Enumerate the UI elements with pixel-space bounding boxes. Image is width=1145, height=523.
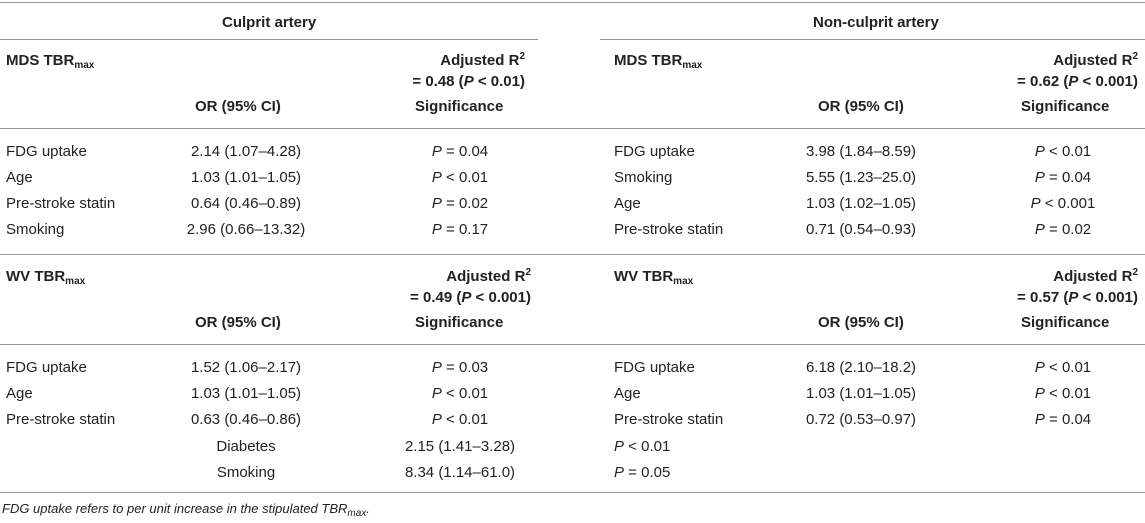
row-significance: P = 0.04 bbox=[431, 143, 489, 160]
mds-culprit-sig-header: Significance bbox=[415, 98, 504, 115]
row-variable: FDG uptake bbox=[6, 359, 87, 376]
rule-mds-header-bottom bbox=[0, 128, 1145, 129]
row-variable: Age bbox=[6, 385, 33, 402]
table-row: Age 1.03 (1.02–1.05) P < 0.001 bbox=[600, 195, 1145, 215]
mds-nonculprit-adjusted-r2: Adjusted R2 bbox=[1053, 51, 1138, 70]
wv-culprit-or-header: OR (95% CI) bbox=[195, 314, 281, 331]
row-or: 1.03 (1.02–1.05) bbox=[805, 195, 917, 212]
wv-nonculprit-or-header: OR (95% CI) bbox=[818, 314, 904, 331]
row-or: 5.55 (1.23–25.0) bbox=[805, 169, 917, 186]
row-variable: FDG uptake bbox=[614, 359, 695, 376]
header-culprit-artery: Culprit artery bbox=[222, 14, 317, 31]
rule-table-bottom bbox=[0, 492, 1145, 493]
table-row: FDG uptake 6.18 (2.10–18.2) P < 0.01 bbox=[600, 359, 1145, 379]
rule-mds-section-bottom bbox=[0, 254, 1145, 255]
row-significance: P = 0.02 bbox=[1034, 221, 1092, 238]
rule-culprit-group bbox=[0, 39, 538, 40]
mds-nonculprit-label: MDS TBRmax bbox=[614, 52, 703, 71]
row-or: 0.64 (0.46–0.89) bbox=[190, 195, 302, 212]
row-significance: P < 0.01 bbox=[431, 169, 489, 186]
table-row: FDG uptake 2.14 (1.07–4.28) P = 0.04 bbox=[0, 143, 540, 163]
row-significance: P < 0.01 bbox=[1034, 385, 1092, 402]
row-variable: Diabetes bbox=[216, 438, 276, 455]
row-significance: P < 0.01 bbox=[1034, 359, 1092, 376]
table-row: Smoking 8.34 (1.14–61.0) P = 0.05 bbox=[0, 464, 700, 484]
table-row: Pre-stroke statin 0.71 (0.54–0.93) P = 0… bbox=[600, 221, 1145, 241]
table-row: Age 1.03 (1.01–1.05) P < 0.01 bbox=[0, 169, 540, 189]
row-significance: P = 0.17 bbox=[431, 221, 489, 238]
row-significance: P < 0.01 bbox=[431, 411, 489, 428]
row-significance: P = 0.03 bbox=[431, 359, 489, 376]
wv-culprit-adjusted-r2: Adjusted R2 bbox=[446, 267, 531, 286]
row-significance: P < 0.001 bbox=[1030, 195, 1096, 212]
wv-culprit-sig-header: Significance bbox=[415, 314, 504, 331]
row-variable: Pre-stroke statin bbox=[614, 221, 724, 238]
mds-culprit-label: MDS TBRmax bbox=[6, 52, 95, 71]
row-variable: Pre-stroke statin bbox=[6, 411, 116, 428]
row-variable: Smoking bbox=[614, 169, 673, 186]
row-or: 2.15 (1.41–3.28) bbox=[404, 438, 516, 455]
table-row: Smoking 2.96 (0.66–13.32) P = 0.17 bbox=[0, 221, 540, 241]
wv-culprit-r2-value: = 0.49 (P < 0.001) bbox=[410, 289, 531, 306]
row-or: 2.14 (1.07–4.28) bbox=[190, 143, 302, 160]
table-row: FDG uptake 3.98 (1.84–8.59) P < 0.01 bbox=[600, 143, 1145, 163]
row-or: 1.03 (1.01–1.05) bbox=[805, 385, 917, 402]
mds-culprit-or-header: OR (95% CI) bbox=[195, 98, 281, 115]
row-or: 2.96 (0.66–13.32) bbox=[186, 221, 306, 238]
mds-nonculprit-r2-value: = 0.62 (P < 0.001) bbox=[1017, 73, 1138, 90]
row-or: 0.71 (0.54–0.93) bbox=[805, 221, 917, 238]
table-row: Age 1.03 (1.01–1.05) P < 0.01 bbox=[0, 385, 540, 405]
rule-nonculprit-group bbox=[600, 39, 1145, 40]
row-variable: Age bbox=[614, 195, 641, 212]
row-significance: P = 0.05 bbox=[614, 464, 671, 481]
table-row: Age 1.03 (1.01–1.05) P < 0.01 bbox=[600, 385, 1145, 405]
rule-top bbox=[0, 2, 1145, 3]
mds-nonculprit-sig-header: Significance bbox=[1021, 98, 1110, 115]
row-or: 0.72 (0.53–0.97) bbox=[805, 411, 917, 428]
mds-culprit-r2-value: = 0.48 (P < 0.01) bbox=[412, 73, 525, 90]
wv-nonculprit-r2-value: = 0.57 (P < 0.001) bbox=[1017, 289, 1138, 306]
row-or: 6.18 (2.10–18.2) bbox=[805, 359, 917, 376]
mds-nonculprit-or-header: OR (95% CI) bbox=[818, 98, 904, 115]
row-significance: P < 0.01 bbox=[614, 438, 671, 455]
row-or: 3.98 (1.84–8.59) bbox=[805, 143, 917, 160]
table-row: Pre-stroke statin 0.64 (0.46–0.89) P = 0… bbox=[0, 195, 540, 215]
table-row: Pre-stroke statin 0.63 (0.46–0.86) P < 0… bbox=[0, 411, 540, 431]
row-significance: P = 0.02 bbox=[431, 195, 489, 212]
row-variable: Smoking bbox=[6, 221, 65, 238]
wv-culprit-label: WV TBRmax bbox=[6, 268, 86, 287]
row-variable: Pre-stroke statin bbox=[614, 411, 724, 428]
table-row: Pre-stroke statin 0.72 (0.53–0.97) P = 0… bbox=[600, 411, 1145, 431]
row-variable: Smoking bbox=[216, 464, 276, 481]
row-variable: FDG uptake bbox=[614, 143, 695, 160]
row-or: 0.63 (0.46–0.86) bbox=[190, 411, 302, 428]
row-variable: Age bbox=[6, 169, 33, 186]
row-variable: FDG uptake bbox=[6, 143, 87, 160]
wv-nonculprit-label: WV TBRmax bbox=[614, 268, 694, 287]
footnote: FDG uptake refers to per unit increase i… bbox=[2, 501, 370, 519]
row-or: 1.52 (1.06–2.17) bbox=[190, 359, 302, 376]
row-or: 1.03 (1.01–1.05) bbox=[190, 385, 302, 402]
row-variable: Pre-stroke statin bbox=[6, 195, 116, 212]
table-row: Diabetes 2.15 (1.41–3.28) P < 0.01 bbox=[0, 438, 700, 458]
wv-nonculprit-adjusted-r2: Adjusted R2 bbox=[1053, 267, 1138, 286]
header-nonculprit-artery: Non-culprit artery bbox=[813, 14, 939, 31]
table-row: Smoking 5.55 (1.23–25.0) P = 0.04 bbox=[600, 169, 1145, 189]
row-significance: P < 0.01 bbox=[431, 385, 489, 402]
row-or: 1.03 (1.01–1.05) bbox=[190, 169, 302, 186]
row-variable: Age bbox=[614, 385, 641, 402]
table-row: FDG uptake 1.52 (1.06–2.17) P = 0.03 bbox=[0, 359, 540, 379]
row-significance: P = 0.04 bbox=[1034, 169, 1092, 186]
rule-wv-header-bottom bbox=[0, 344, 1145, 345]
row-significance: P = 0.04 bbox=[1034, 411, 1092, 428]
row-significance: P < 0.01 bbox=[1034, 143, 1092, 160]
wv-nonculprit-sig-header: Significance bbox=[1021, 314, 1110, 331]
mds-culprit-adjusted-r2: Adjusted R2 bbox=[440, 51, 525, 70]
row-or: 8.34 (1.14–61.0) bbox=[404, 464, 516, 481]
